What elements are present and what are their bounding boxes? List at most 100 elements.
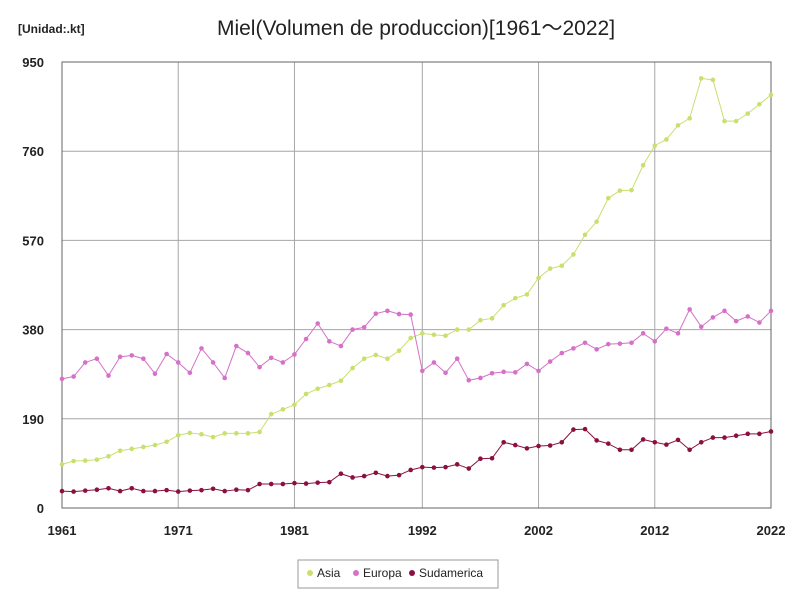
data-point — [757, 101, 762, 107]
data-point — [605, 195, 611, 201]
legend-box — [297, 559, 499, 589]
x-tick-label: 1961 — [48, 523, 77, 538]
data-point — [722, 118, 727, 124]
data-point — [187, 488, 193, 493]
data-point — [396, 472, 402, 478]
legend-entry: Europa — [363, 566, 402, 580]
data-point — [82, 458, 88, 463]
x-axis-ticks: 1961 1971 1981 1992 2002 2012 2022 — [48, 523, 786, 538]
data-point — [617, 447, 623, 453]
data-point — [361, 324, 367, 330]
data-point — [594, 438, 599, 443]
data-point — [466, 378, 472, 383]
data-point — [94, 487, 100, 492]
data-point — [210, 434, 216, 440]
data-point — [199, 346, 204, 351]
data-point — [559, 350, 565, 356]
data-point — [524, 446, 530, 451]
data-point — [94, 356, 100, 362]
y-axis-ticks: 0 190 380 570 760 950 — [22, 55, 44, 516]
data-point — [152, 371, 158, 377]
data-point — [106, 485, 111, 491]
data-point — [489, 455, 495, 461]
data-point — [222, 431, 228, 436]
data-point — [466, 327, 472, 332]
data-point — [547, 443, 553, 448]
data-point — [59, 488, 65, 494]
data-point — [315, 480, 321, 485]
series-asia — [59, 76, 774, 467]
data-point — [373, 311, 379, 316]
data-point — [582, 340, 588, 346]
y-tick-label: 0 — [37, 501, 44, 516]
data-point — [594, 219, 599, 224]
data-point — [141, 444, 146, 450]
data-point — [187, 430, 193, 436]
data-point — [513, 370, 518, 375]
data-point — [117, 488, 123, 494]
data-point — [385, 473, 390, 479]
data-point — [71, 374, 76, 379]
data-point — [698, 439, 704, 445]
data-point — [222, 488, 228, 494]
data-point — [315, 386, 321, 392]
y-tick-label: 950 — [22, 55, 44, 70]
data-point — [257, 429, 262, 435]
data-point — [710, 77, 716, 83]
data-point — [675, 123, 681, 128]
data-point — [664, 137, 669, 142]
data-point — [396, 311, 402, 317]
data-point — [757, 431, 762, 437]
data-point — [350, 475, 355, 480]
data-point — [420, 368, 425, 374]
data-point — [361, 473, 367, 479]
data-point — [617, 341, 623, 346]
data-point — [152, 488, 158, 494]
data-point — [559, 439, 565, 445]
series-line-sudamerica — [61, 428, 772, 493]
data-point — [187, 370, 193, 376]
legend-entry: Sudamerica — [419, 566, 483, 580]
data-point — [605, 341, 611, 347]
data-point — [745, 431, 751, 437]
data-point — [571, 427, 576, 432]
data-point — [175, 432, 181, 438]
data-point — [59, 376, 65, 382]
data-point — [722, 308, 727, 314]
series-sudamerica — [59, 426, 774, 494]
legend-marker — [409, 570, 415, 576]
data-point — [94, 457, 100, 462]
data-point — [199, 487, 204, 493]
y-tick-label: 570 — [22, 233, 44, 248]
data-point — [733, 118, 739, 124]
data-point — [559, 263, 565, 269]
x-tick-label: 1981 — [280, 523, 309, 538]
data-point — [745, 111, 751, 116]
plot-area-border — [61, 61, 772, 509]
data-point — [303, 391, 309, 397]
data-point — [571, 346, 576, 351]
data-point — [431, 465, 437, 470]
data-point — [466, 466, 472, 471]
data-point — [234, 487, 239, 492]
data-point — [524, 361, 530, 367]
data-point — [420, 331, 425, 336]
data-point — [338, 343, 344, 349]
data-point — [408, 335, 413, 341]
data-point — [245, 431, 251, 436]
data-point — [350, 327, 355, 332]
data-point — [698, 76, 704, 81]
data-point — [454, 462, 460, 467]
data-point — [454, 327, 460, 332]
data-point — [245, 350, 251, 356]
data-point — [768, 429, 774, 434]
data-point — [640, 437, 646, 442]
data-point — [210, 486, 216, 492]
data-point — [106, 454, 111, 459]
data-point — [629, 187, 634, 193]
data-point — [478, 317, 483, 323]
series-line-asia — [61, 77, 772, 465]
data-point — [640, 162, 646, 168]
data-point — [280, 407, 286, 412]
data-point — [710, 315, 716, 320]
